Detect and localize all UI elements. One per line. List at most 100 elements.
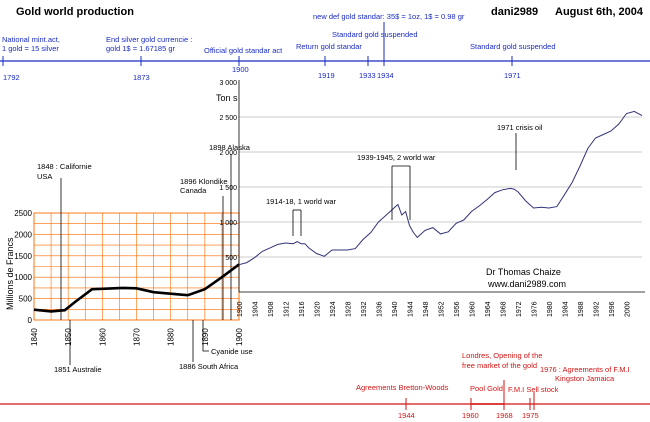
right-chart-grid [239, 116, 642, 258]
year-1975: 1975 [522, 411, 539, 420]
annot-cyanide: Cyanide use [211, 347, 253, 356]
right-x-tick-label: 1964 [485, 301, 492, 317]
right-x-tick-label: 1976 [532, 301, 539, 317]
left-y-tick-label: 1000 [14, 273, 32, 282]
right-series-line [238, 110, 643, 266]
year-1944: 1944 [398, 411, 415, 420]
event-1944-text: Agreements Bretton-Woods [356, 383, 449, 392]
annot-1896-line1: 1896 Klondike [180, 177, 228, 186]
right-y-tick-label: 2 500 [219, 115, 237, 122]
right-y-tick-label: 1 500 [219, 185, 237, 192]
year-1919: 1919 [318, 71, 335, 80]
chart-title: Gold world production [16, 6, 134, 18]
event-1873-line1: End silver gold currencie : [106, 35, 192, 44]
year-1971: 1971 [504, 71, 521, 80]
credit-name: Dr Thomas Chaize [486, 267, 561, 277]
marker-cyanide [202, 320, 209, 352]
event-1919-text: Return gold standar [296, 42, 362, 51]
year-1968: 1968 [496, 411, 513, 420]
left-y-ticks: 0 500 1000 1500 2000 2500 [14, 209, 32, 325]
left-chart: 0 500 1000 1500 2000 2500 1840 1850 1860 1870 188… [5, 209, 244, 346]
left-x-tick-label: 1890 [201, 328, 210, 346]
right-y-tick-label: 2 000 [219, 150, 237, 157]
left-x-tick-label: 1840 [30, 328, 39, 346]
left-x-tick-label: 1850 [64, 328, 73, 346]
left-y-tick-label: 500 [19, 295, 33, 304]
event-1971-text: Standard gold suspended [470, 42, 556, 51]
left-chart-grid [33, 212, 240, 321]
year-1933: 1933 [359, 71, 376, 80]
left-y-tick-label: 1500 [14, 252, 32, 261]
left-y-axis-label: Millions de Francs [5, 237, 15, 310]
event-1934-text: Standard gold suspended [332, 30, 418, 39]
right-x-tick-label: 1912 [284, 301, 291, 317]
event-1976-line1: 1976 : Agreements of F.M.I [540, 365, 630, 374]
annot-1971: 1971 crisis oil [497, 123, 543, 132]
right-x-tick-label: 1900 [237, 301, 244, 317]
annot-ww1: 1914-18, 1 world war [266, 197, 337, 206]
bottom-timeline: 1944 1960 1968 1975 Agreements Bretton-W… [0, 351, 650, 420]
year-1960: 1960 [462, 411, 479, 420]
date-label: August 6th, 2004 [555, 6, 644, 18]
left-x-tick-label: 1900 [235, 328, 244, 346]
annot-ww2: 1939-1945, 2 world war [357, 153, 436, 162]
left-y-tick-label: 2500 [14, 209, 32, 218]
annot-1896-line2: Canada [180, 186, 207, 195]
year-1900: 1900 [232, 65, 249, 74]
right-x-tick-label: 1956 [454, 301, 461, 317]
year-1934: 1934 [377, 71, 394, 80]
right-x-tick-label: 1996 [609, 301, 616, 317]
right-y-tick-label: 3 000 [219, 80, 237, 87]
top-timeline: 1792 1873 1900 1919 1933 1934 1971 Natio… [0, 12, 650, 82]
annot-1848-line1: 1848 : Californie [37, 162, 92, 171]
event-1900-text: Official gold standar act [204, 46, 283, 55]
credit-site: www.dani2989.com [487, 279, 566, 289]
year-1873: 1873 [133, 73, 150, 82]
right-x-tick-label: 1980 [547, 301, 554, 317]
event-1968-line2: free market of the gold [462, 361, 537, 370]
annot-1851: 1851 Australie [54, 365, 102, 374]
right-x-tick-label: 1932 [361, 301, 368, 317]
left-x-ticks: 1840 1850 1860 1870 1880 1890 1900 [30, 328, 244, 346]
left-series-line [33, 263, 240, 313]
right-x-tick-label: 1968 [501, 301, 508, 317]
right-x-tick-label: 1952 [439, 301, 446, 317]
right-x-tick-label: 1940 [392, 301, 399, 317]
event-1873-line2: gold 1$ = 1.67185 gr [106, 44, 176, 53]
author-label: dani2989 [491, 6, 538, 18]
right-x-tick-label: 1916 [299, 301, 306, 317]
left-x-tick-label: 1860 [98, 328, 107, 346]
event-1960-text: Pool Gold [470, 384, 503, 393]
right-x-tick-label: 1928 [346, 301, 353, 317]
right-x-ticks: 1900 1904 1908 1912 1916 1920 1924 1928 1932 1936… [237, 301, 632, 317]
event-1792-line2: 1 gold = 15 silver [2, 44, 59, 53]
left-y-tick-label: 0 [28, 316, 33, 325]
right-x-tick-label: 1920 [315, 301, 322, 317]
event-1968-line1: Londres, Opening of the [462, 351, 542, 360]
right-x-tick-label: 1984 [563, 301, 570, 317]
right-x-tick-label: 1924 [330, 301, 337, 317]
right-x-tick-label: 1944 [408, 301, 415, 317]
annot-1848-line2: USA [37, 172, 52, 181]
right-y-tick-label: 1 000 [219, 220, 237, 227]
right-x-tick-label: 1972 [516, 301, 523, 317]
left-y-tick-label: 2000 [14, 230, 32, 239]
left-x-tick-label: 1870 [133, 328, 142, 346]
right-x-tick-label: 1904 [253, 301, 260, 317]
left-x-tick-label: 1880 [167, 328, 176, 346]
right-y-axis-label: Ton s [216, 93, 238, 103]
event-1792-line1: National mint.act, [2, 35, 60, 44]
year-1792: 1792 [3, 73, 20, 82]
event-1933-text: new def gold standar: 35$ = 1oz, 1$ = 0.… [313, 12, 465, 21]
annot-1898: 1898 Alaska [209, 143, 251, 152]
right-x-tick-label: 1908 [268, 301, 275, 317]
event-1975-text: F.M.I Sell stock [508, 385, 559, 394]
right-x-tick-label: 1960 [470, 301, 477, 317]
annotations: 1848 : Californie USA 1851 Australie 188… [37, 123, 543, 374]
right-x-tick-label: 1936 [377, 301, 384, 317]
annot-1886: 1886 South Africa [179, 362, 239, 371]
right-x-tick-label: 1948 [423, 301, 430, 317]
event-1976-line2: Kingston Jamaica [555, 374, 615, 383]
